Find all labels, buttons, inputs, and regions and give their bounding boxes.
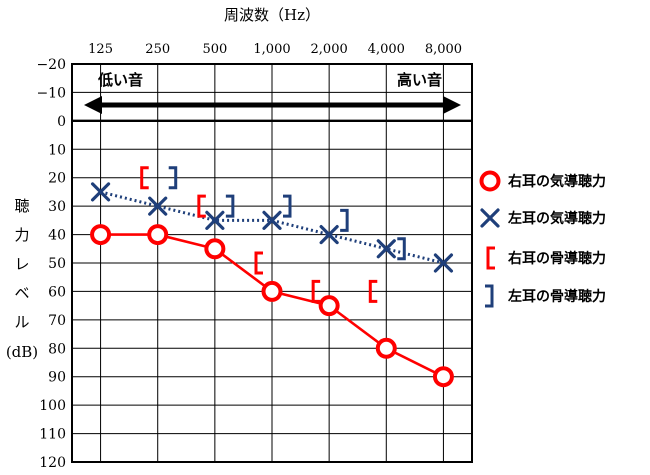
y-tick-label: −10 — [36, 85, 66, 101]
y-tick-label: 60 — [48, 284, 66, 300]
marker-left-air-conduction — [262, 210, 282, 230]
y-tick-label: 30 — [48, 199, 66, 215]
plot-border — [71, 63, 473, 463]
y-tick-label: 10 — [48, 142, 66, 158]
marker-left-air-conduction — [205, 210, 225, 230]
y-tick-label: 120 — [39, 455, 66, 471]
marker-legend-right-bone-conduction — [486, 246, 495, 270]
marker-left-bone-conduction — [397, 237, 406, 261]
y-tick-label: 40 — [48, 228, 66, 244]
low-sound-label: 低い音 — [97, 71, 143, 89]
marker-left-air-conduction — [376, 239, 396, 259]
x-tick-label: 8,000 — [425, 42, 462, 57]
marker-left-bone-conduction — [225, 194, 235, 218]
y-axis-label: ル — [14, 313, 29, 331]
y-axis-label: 力 — [14, 226, 29, 244]
legend-label-left-air-conduction: 左耳の気導聴力 — [507, 210, 606, 227]
marker-right-bone-conduction — [197, 194, 206, 218]
marker-right-bone-conduction — [311, 279, 321, 303]
marker-legend-right-air-conduction — [479, 170, 501, 192]
y-axis-label: ベ — [14, 284, 29, 302]
marker-right-bone-conduction — [140, 166, 149, 190]
x-tick-label: 4,000 — [368, 42, 405, 57]
x-tick-label: 250 — [145, 42, 170, 57]
marker-left-air-conduction — [319, 224, 339, 245]
high-sound-label: 高い音 — [397, 71, 442, 89]
y-tick-label: 50 — [48, 256, 66, 272]
marker-right-air-conduction — [261, 280, 283, 302]
marker-left-bone-conduction — [340, 208, 349, 232]
marker-left-air-conduction — [90, 182, 111, 202]
y-tick-label: 110 — [39, 427, 66, 443]
y-axis-label: 聴 — [14, 197, 29, 215]
marker-right-bone-conduction — [254, 251, 263, 275]
legend-label-right-bone-conduction: 右耳の骨導聴力 — [507, 250, 606, 267]
marker-right-air-conduction — [147, 224, 169, 246]
marker-right-air-conduction — [318, 295, 340, 317]
marker-left-air-conduction — [148, 196, 168, 216]
marker-right-bone-conduction — [368, 279, 378, 303]
marker-right-air-conduction — [90, 224, 112, 246]
marker-right-air-conduction — [432, 366, 454, 388]
marker-left-bone-conduction — [168, 166, 178, 190]
y-axis-label: レ — [14, 255, 29, 273]
marker-right-air-conduction — [375, 337, 397, 359]
x-tick-label: 500 — [202, 42, 227, 57]
x-tick-label: 1,000 — [253, 42, 290, 57]
y-tick-label: 100 — [39, 398, 66, 414]
y-tick-label: 70 — [48, 313, 66, 329]
y-tick-label: −20 — [36, 57, 66, 73]
y-tick-label: 20 — [48, 171, 66, 187]
range-arrow-right-head — [443, 96, 461, 114]
chart-title: 周波数（Hz） — [224, 6, 320, 24]
y-tick-label: 80 — [48, 341, 66, 357]
legend-label-left-bone-conduction: 左耳の骨導聴力 — [507, 288, 606, 305]
y-tick-label: 90 — [48, 370, 66, 386]
y-axis-label: (dB) — [6, 343, 38, 361]
marker-left-air-conduction — [433, 253, 454, 273]
marker-legend-left-bone-conduction — [485, 284, 494, 308]
x-tick-label: 2,000 — [311, 42, 348, 57]
x-tick-label: 125 — [88, 42, 113, 57]
marker-legend-left-air-conduction — [480, 208, 500, 228]
marker-right-air-conduction — [204, 238, 226, 260]
legend-label-right-air-conduction: 右耳の気導聴力 — [507, 173, 606, 190]
range-arrow-left-head — [84, 96, 102, 114]
y-tick-label: 0 — [57, 114, 66, 130]
marker-left-bone-conduction — [283, 194, 292, 218]
